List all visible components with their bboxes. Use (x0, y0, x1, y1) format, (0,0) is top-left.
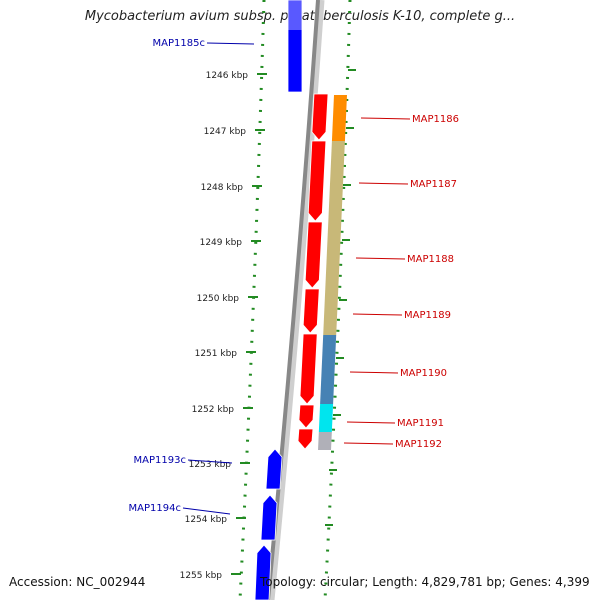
gene-label-MAP-forward: MAP1189 (404, 310, 451, 321)
gene-label-leader (346, 421, 396, 424)
reverse-gene-arrow (287, 0, 303, 93)
gene-label-MAP-forward: MAP1191 (397, 418, 444, 429)
cog-category-segment (318, 404, 334, 432)
topology-text: Topology: circular (260, 575, 365, 589)
kbp-tick-label: 1251 kbp (195, 349, 238, 359)
dotted-track-left (238, 0, 266, 600)
gene-label-leader (187, 459, 233, 464)
kbp-tick-label: 1247 kbp (204, 127, 247, 137)
genome-stats: Topology: circularLength: 4,829,781 bpGe… (260, 575, 590, 589)
gene-label-MAP-forward: MAP1190 (400, 368, 447, 379)
gene-label-leader (355, 257, 406, 260)
kbp-tick-label: 1248 kbp (201, 183, 244, 193)
kbp-tick-label: 1250 kbp (197, 294, 240, 304)
kbp-tick-label: 1255 kbp (180, 571, 223, 581)
gene-label-MAP-forward: MAP1188 (407, 254, 454, 265)
forward-gene-arrow (302, 288, 320, 334)
gene-label-leader (206, 42, 255, 45)
kbp-tick-label: 1246 kbp (206, 71, 249, 81)
gene-label-leader (358, 182, 409, 185)
cog-category-segment (318, 432, 332, 450)
reverse-gene-highlight (288, 0, 302, 30)
gene-label-leader (352, 313, 403, 316)
reverse-gene-arrow (260, 494, 278, 541)
forward-gene-arrow (297, 428, 314, 450)
gene-label-MAP-forward: MAP1186 (412, 114, 459, 125)
gene-label-leader (360, 117, 411, 120)
forward-gene-arrow (307, 140, 327, 222)
gene-label-MAP-forward: MAP1187 (410, 179, 457, 190)
genome-backbone-shadow (267, 0, 325, 600)
gene-label-leader (349, 371, 399, 374)
forward-gene-arrow (311, 93, 329, 141)
forward-gene-arrow (298, 404, 315, 429)
forward-gene-arrow (299, 333, 318, 405)
cog-category-segment (326, 210, 342, 272)
cog-category-segment (323, 272, 340, 335)
accession-text: Accession: NC_002944 (9, 575, 146, 589)
cog-category-segment (328, 141, 345, 210)
kbp-tick-label: 1249 kbp (200, 238, 243, 248)
gene-label-MAP-reverse: MAP1185c (153, 38, 205, 49)
reverse-gene-arrow (254, 544, 272, 600)
gene-label-MAP-reverse: MAP1194c (129, 503, 181, 514)
gene-label-leader (182, 507, 231, 515)
reverse-gene-arrow (265, 448, 283, 490)
cog-category-segment (331, 95, 347, 141)
forward-gene-arrow (304, 221, 323, 289)
gene-label-MAP-reverse: MAP1193c (134, 455, 186, 466)
genes-count-text: Genes: 4,399 (502, 575, 590, 589)
kbp-tick-label: 1254 kbp (185, 515, 228, 525)
gene-label-MAP-forward: MAP1192 (395, 439, 442, 450)
kbp-tick-label: 1252 kbp (192, 405, 235, 415)
length-text: Length: 4,829,781 bp (364, 575, 501, 589)
cog-category-segment (320, 335, 337, 404)
kbp-tick-label: 1253 kbp (189, 460, 232, 470)
gene-label-leader (343, 442, 394, 445)
